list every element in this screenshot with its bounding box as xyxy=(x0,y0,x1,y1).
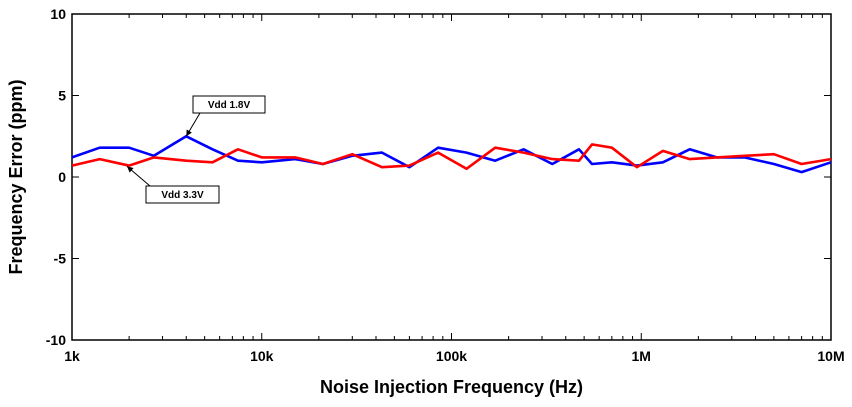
y-tick-label: 0 xyxy=(58,169,66,185)
axis-ticks xyxy=(71,13,832,341)
annotation-label: Vdd 1.8V xyxy=(208,100,251,111)
annotation-vdd-3-3v: Vdd 3.3V xyxy=(126,166,220,204)
annotation-label: Vdd 3.3V xyxy=(161,190,204,201)
x-tick-label: 1M xyxy=(632,348,651,364)
x-tick-label: 100k xyxy=(436,348,467,364)
y-tick-labels: 10 5 0 -5 -10 xyxy=(46,6,66,348)
annotation-arrowhead xyxy=(127,166,134,173)
annotation-vdd-1-8v: Vdd 1.8V xyxy=(185,95,266,137)
y-tick-label: -5 xyxy=(54,251,67,267)
y-tick-label: 10 xyxy=(50,6,66,22)
x-tick-label: 1k xyxy=(64,348,80,364)
x-tick-labels: 1k 10k 100k 1M 10M xyxy=(64,348,844,364)
annotations: Vdd 1.8V Vdd 3.3V xyxy=(126,95,266,204)
x-tick-label: 10k xyxy=(250,348,274,364)
plot-area xyxy=(71,13,832,341)
x-tick-label: 10M xyxy=(817,348,844,364)
y-tick-label: -10 xyxy=(46,332,66,348)
y-axis-label: Frequency Error (ppm) xyxy=(6,79,26,274)
series-line-vdd-1-8v xyxy=(71,135,832,174)
annotation-arrowhead xyxy=(186,129,192,137)
y-tick-label: 5 xyxy=(58,88,66,104)
annotation-box xyxy=(145,185,220,204)
series-lines xyxy=(71,135,832,174)
x-axis-label: Noise Injection Frequency (Hz) xyxy=(320,377,583,397)
annotation-box xyxy=(192,95,266,114)
series-line-vdd-3-3v xyxy=(71,143,832,171)
